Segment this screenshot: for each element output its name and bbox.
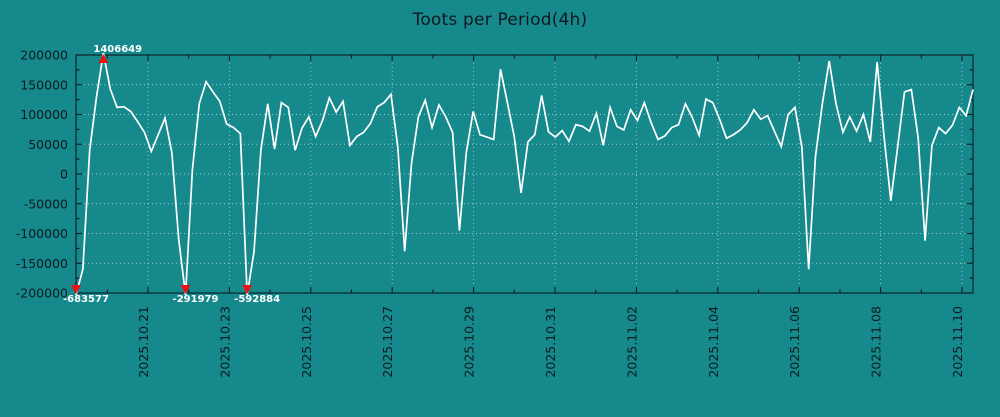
x-tick-label: 2025.11.10 [950,306,965,378]
annotation-marker-up [98,54,109,63]
y-tick-label: -100000 [16,226,68,241]
x-tick-label: 2025.10.21 [136,306,151,378]
annotation-label: 1406649 [93,44,142,55]
x-tick-label: 2025.10.25 [299,306,314,378]
x-tick-label: 2025.10.31 [543,306,558,378]
y-tick-label: 100000 [20,107,68,122]
chart-title: Toots per Period(4h) [412,10,588,30]
y-tick-label: -50000 [24,196,68,211]
annotation-marker-down [242,285,253,294]
y-tick-label: 150000 [20,77,68,92]
data-series [75,52,974,296]
y-tick-label: 200000 [20,48,68,63]
x-axis-ticks: 2025.10.21 2025.10.23 2025.10.25 2025.10.27… [106,55,965,378]
x-tick-label: 2025.11.06 [787,306,802,378]
y-tick-label: 50000 [28,137,68,152]
annotation-label: -592884 [234,294,280,305]
annotation-label: -683577 [63,294,109,305]
series-line [75,52,974,296]
annotation-marker-down [71,285,81,294]
x-tick-label: 2025.10.29 [462,306,477,378]
x-tick-label: 2025.11.08 [869,306,884,378]
y-tick-label: -150000 [16,256,68,271]
x-tick-label: 2025.10.27 [380,306,395,378]
x-tick-label: 2025.11.02 [624,306,639,378]
x-tick-label: 2025.10.23 [217,306,232,378]
y-tick-label: -200000 [16,286,68,301]
grid-layer [76,54,973,294]
annotation-marker-down [180,285,191,294]
annotation-layer: 1406649 -683577 -291979 -592884 [63,44,280,305]
annotation-label: -291979 [173,294,219,305]
x-tick-label: 2025.11.04 [706,306,721,378]
y-tick-label: 0 [60,167,68,182]
y-axis-ticks: 200000 150000 100000 50000 0 -50000 -100000 -15… [16,48,973,301]
